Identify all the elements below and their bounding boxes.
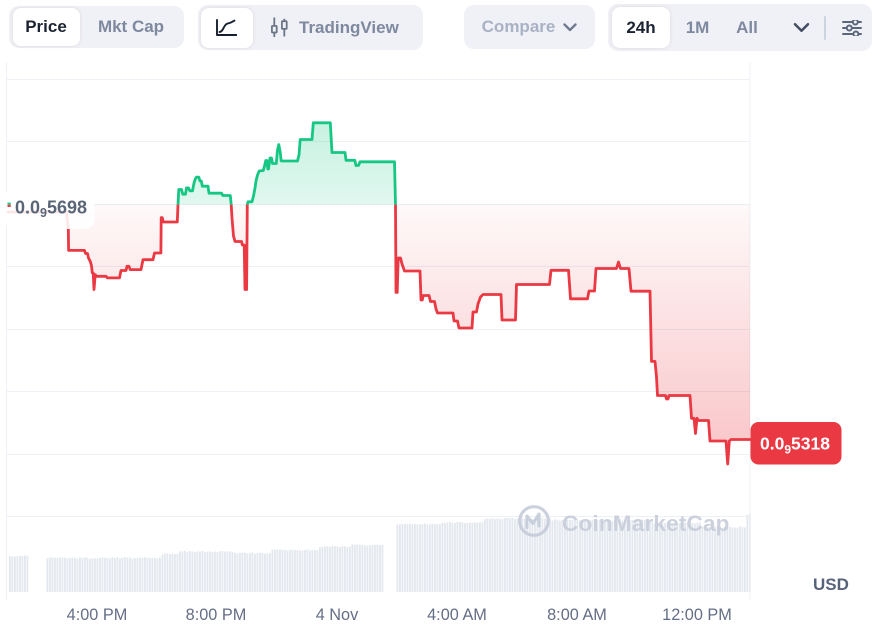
svg-text:4 Nov: 4 Nov xyxy=(316,606,359,624)
svg-text:8:00 AM: 8:00 AM xyxy=(547,606,607,624)
svg-text:USD: USD xyxy=(813,575,849,594)
svg-text:12:00 PM: 12:00 PM xyxy=(662,606,732,624)
svg-text:0.095698: 0.095698 xyxy=(15,198,87,221)
svg-text:0.095318: 0.095318 xyxy=(760,434,830,457)
svg-text:4:00 AM: 4:00 AM xyxy=(427,606,487,624)
svg-text:4:00 PM: 4:00 PM xyxy=(67,606,128,624)
svg-text:CoinMarketCap: CoinMarketCap xyxy=(562,511,730,536)
svg-text:8:00 PM: 8:00 PM xyxy=(186,606,247,624)
